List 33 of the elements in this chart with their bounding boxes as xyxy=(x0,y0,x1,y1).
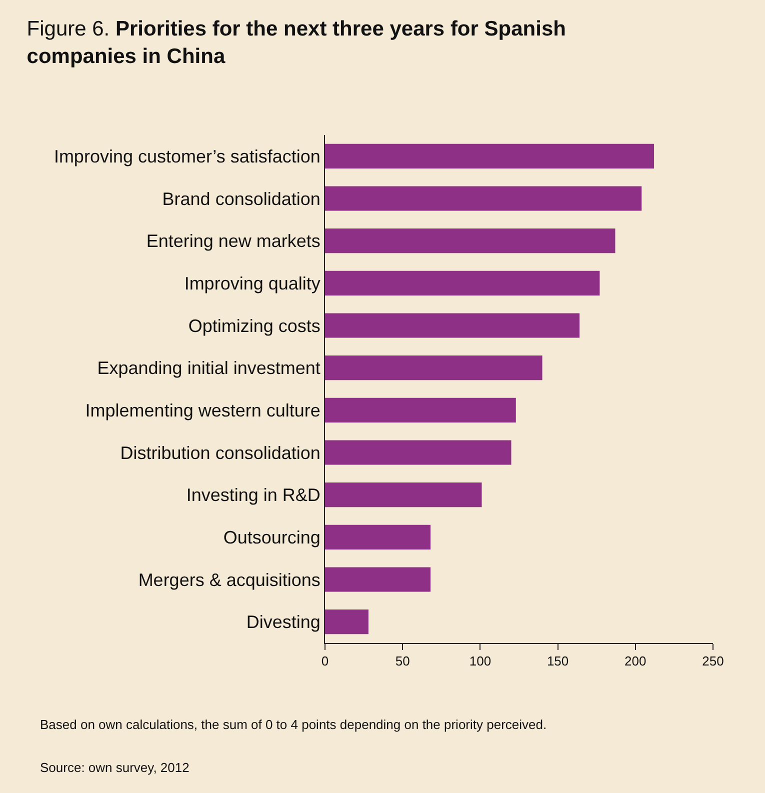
y-tick-label: Implementing western culture xyxy=(85,400,320,420)
text: Based on own calculations, the sum of 0 to 4 points depending on the priority perceived. xyxy=(40,717,547,732)
y-tick-label: Divesting xyxy=(246,612,320,632)
y-tick-label: Improving customer’s satisfaction xyxy=(54,146,320,166)
y-tick-label: Distribution consolidation xyxy=(120,442,320,463)
bar xyxy=(325,610,368,634)
x-tick-label: 50 xyxy=(395,654,410,669)
bar xyxy=(325,524,431,550)
y-tick-label: Outsourcing xyxy=(223,527,320,548)
bar xyxy=(325,228,616,254)
y-tick-label: Optimizing costs xyxy=(188,316,320,336)
y-tick-label: Entering new markets xyxy=(146,231,320,252)
x-tick-label: 0 xyxy=(321,654,329,669)
bar xyxy=(325,186,642,211)
chart-title: Figure 6. Priorities for the next three years for Spanish companies in China xyxy=(26,18,566,68)
x-tick-label: 200 xyxy=(624,654,646,669)
bar xyxy=(325,313,580,338)
y-tick-label: Investing in R&D xyxy=(186,485,320,506)
y-tick-label: Mergers & acquisitions xyxy=(138,570,320,590)
y-tick-label: Improving quality xyxy=(184,273,320,294)
bar xyxy=(325,270,600,296)
bar xyxy=(325,356,542,380)
x-tick-label: 250 xyxy=(702,654,724,669)
bar xyxy=(325,144,654,168)
bar xyxy=(325,398,516,422)
bar xyxy=(325,482,482,508)
bar xyxy=(325,440,512,465)
y-tick-label: Brand consolidation xyxy=(162,188,320,209)
x-tick-label: 150 xyxy=(546,654,569,669)
x-tick-label: 100 xyxy=(469,654,492,669)
bar xyxy=(325,567,431,592)
y-tick-label: Expanding initial investment xyxy=(97,358,320,378)
source-note: Source: own survey, 2012 xyxy=(40,760,190,775)
